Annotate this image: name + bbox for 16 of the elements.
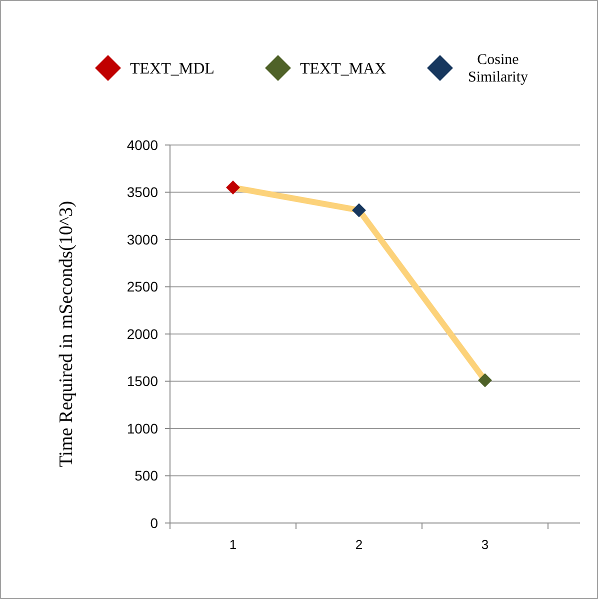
y-tick-label: 3000 xyxy=(126,231,158,248)
legend-label: TEXT_MDL xyxy=(130,60,214,78)
x-tick-label: 3 xyxy=(481,537,489,552)
y-tick-label: 3500 xyxy=(126,184,158,200)
y-tick-label: 0 xyxy=(150,514,158,531)
y-tick-label: 2000 xyxy=(126,326,158,342)
x-tick-label: 2 xyxy=(355,537,363,552)
y-tick-label: 2500 xyxy=(126,278,158,295)
y-axis-title: Time Required in mSeconds(10^3) xyxy=(56,200,77,468)
y-tick-label: 4000 xyxy=(126,136,158,153)
y-tick-label: 1500 xyxy=(126,373,158,390)
legend-label: TEXT_MAX xyxy=(300,60,387,78)
x-tick-label: 1 xyxy=(229,537,237,552)
y-tick-label: 1000 xyxy=(126,420,158,436)
legend-label: Cosine Similarity xyxy=(468,52,528,86)
y-tick-label: 500 xyxy=(134,468,158,484)
